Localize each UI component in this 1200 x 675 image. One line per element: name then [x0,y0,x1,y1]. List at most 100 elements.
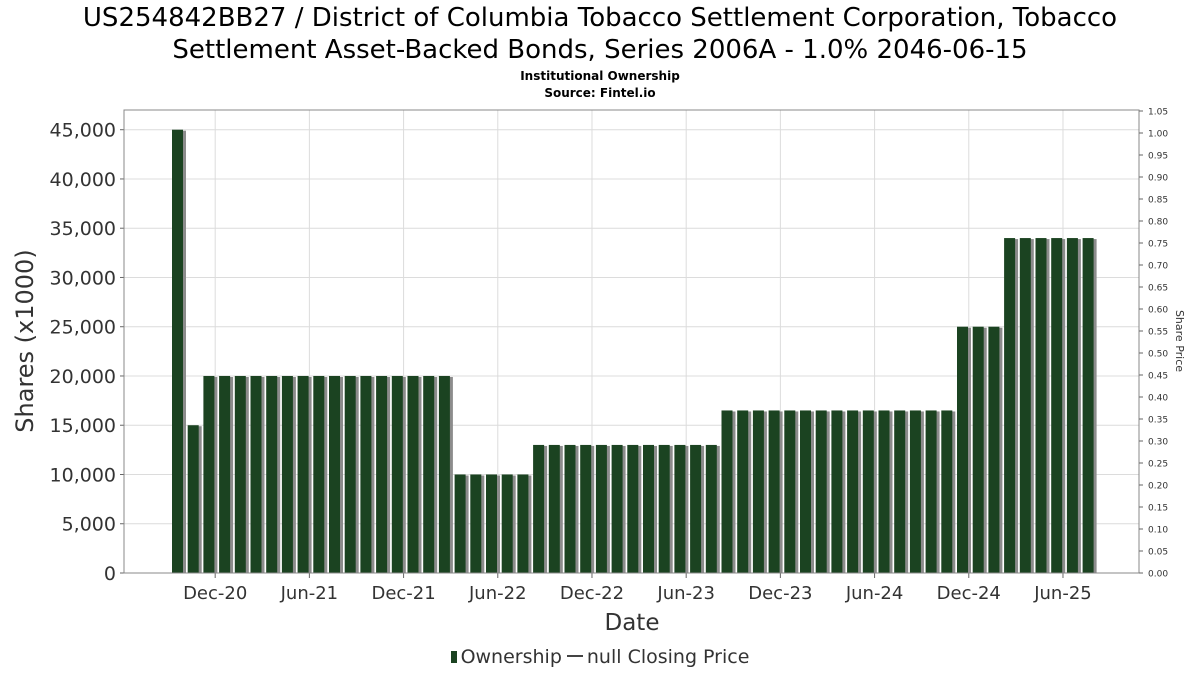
y-tick-label: 5,000 [62,514,116,536]
chart-source: Source: Fintel.io [544,86,656,100]
ownership-bar [344,375,356,573]
ownership-bar [1035,238,1047,573]
y2-tick-label: 1.05 [1148,108,1168,118]
ownership-bar [517,474,529,573]
ownership-bar [643,444,654,573]
y2-tick-label: 0.20 [1148,482,1168,492]
legend-ownership-label: Ownership [460,646,562,668]
ownership-bar [909,410,921,573]
y-tick-label: 45,000 [50,120,116,142]
ownership-bar [407,375,419,573]
y-tick-label: 25,000 [50,317,116,339]
y2-tick-label: 0.80 [1148,218,1168,228]
x-tick-label: Jun-21 [280,583,339,604]
x-tick-label: Jun-24 [845,583,904,604]
ownership-bar [611,444,623,573]
legend: Ownership null Closing Price [0,646,1200,668]
ownership-bar [1019,238,1031,573]
chart-title-line-2: Settlement Asset-Backed Bonds, Series 20… [172,35,1028,65]
ownership-bar [658,444,670,573]
ownership-bar [1051,238,1063,573]
ownership-bar [595,444,607,573]
y-tick-label: 15,000 [50,415,116,437]
ownership-legend-swatch [450,651,457,663]
y-tick-label: 40,000 [50,169,116,191]
ownership-bar [470,474,482,573]
chart-title-line-1: US254842BB27 / District of Columbia Toba… [82,3,1118,33]
ownership-bar [690,444,702,573]
legend-price-label: null Closing Price [586,646,750,668]
ownership-bar [894,410,906,573]
y2-tick-label: 0.65 [1148,284,1168,294]
y2-tick-label: 0.55 [1148,328,1168,338]
ownership-bar [674,444,686,573]
ownership-bar [800,410,811,573]
x-tick-label: Dec-20 [183,583,247,604]
ownership-bar [972,326,984,573]
x-tick-label: Jun-23 [656,583,715,604]
ownership-bar [266,375,278,573]
y-tick-label: 0 [104,563,116,585]
ownership-bar [815,410,827,573]
ownership-bar [281,375,293,573]
ownership-bar [203,375,215,573]
ownership-bar [501,474,513,573]
ownership-bar [941,410,953,573]
y2-tick-label: 1.00 [1148,130,1168,140]
x-tick-label: Jun-22 [468,583,527,604]
y-tick-label: 20,000 [50,366,116,388]
y2-tick-label: 0.15 [1148,504,1168,514]
y2-tick-label: 0.70 [1148,262,1168,272]
ownership-bar [454,474,466,573]
ownership-bar [925,410,937,573]
closing-price-legend-line [566,655,583,657]
y-tick-label: 10,000 [50,464,116,486]
ownership-bar [862,410,874,573]
ownership-bar [376,375,388,573]
y2-tick-label: 0.40 [1148,394,1168,404]
y2-tick-label: 0.90 [1148,174,1168,184]
y2-tick-label: 0.05 [1148,548,1168,558]
y2-tick-label: 0.45 [1148,372,1168,382]
ownership-bar [580,444,592,573]
x-tick-label: Dec-23 [748,583,812,604]
ownership-bar [313,375,325,573]
chart-title: US254842BB27 / District of Columbia Toba… [0,2,1200,66]
ownership-bar [187,425,199,573]
ownership-bar [533,444,545,573]
ownership-bar [564,444,576,573]
ownership-bar [705,444,717,573]
y2-tick-label: 0.30 [1148,438,1168,448]
y-tick-label: 30,000 [50,267,116,289]
ownership-bar [847,410,859,573]
y2-tick-label: 0.85 [1148,196,1168,206]
ownership-bar [1004,238,1016,573]
y-axis-label: Shares (x1000) [11,249,39,432]
ownership-bar [627,444,639,573]
x-tick-label: Dec-22 [560,583,624,604]
x-axis-label: Date [605,610,660,636]
ownership-bar [219,375,231,573]
ownership-bar [172,129,183,573]
plot-frame [123,109,1140,574]
y-tick-label: 35,000 [50,218,116,240]
ownership-bar [878,410,890,573]
ownership-bar [737,410,749,573]
y2-axis-label: Share Price [1173,310,1186,372]
y2-tick-label: 0.60 [1148,306,1168,316]
ownership-bar [721,410,733,573]
ownership-bar [297,375,309,573]
ownership-bar [768,410,780,573]
ownership-bar [784,410,796,573]
y2-tick-label: 0.95 [1148,152,1168,162]
ownership-bar [1066,238,1078,573]
ownership-bar [957,326,968,573]
ownership-bar [486,474,497,573]
ownership-bar [423,375,435,573]
y2-tick-label: 0.35 [1148,416,1168,426]
y2-tick-label: 0.10 [1148,526,1168,536]
y2-tick-label: 0.75 [1148,240,1168,250]
ownership-bar [250,375,262,573]
ownership-bar [1082,238,1094,573]
x-tick-label: Dec-21 [371,583,435,604]
